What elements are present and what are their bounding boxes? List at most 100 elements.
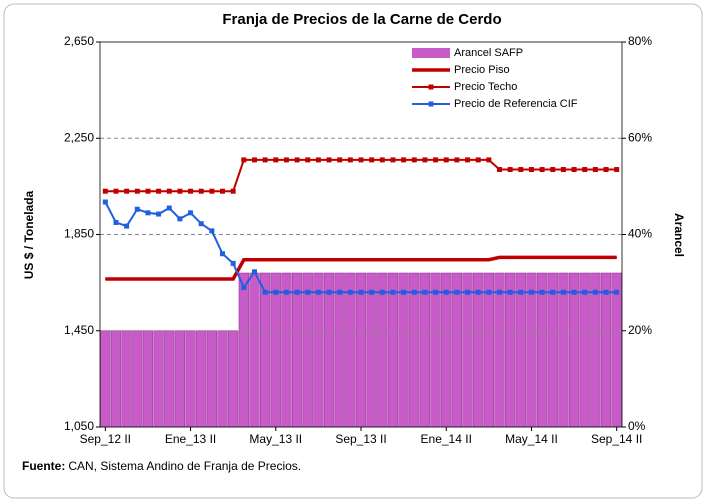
line-marker bbox=[528, 167, 534, 173]
bar bbox=[249, 272, 260, 428]
x-tick-label: Ene_13 II bbox=[165, 432, 216, 446]
bar bbox=[185, 330, 196, 428]
y2-tick-label: 80% bbox=[628, 34, 652, 48]
bar bbox=[547, 272, 558, 428]
line-marker bbox=[539, 289, 545, 295]
line-marker bbox=[220, 251, 226, 257]
line-marker bbox=[582, 289, 588, 295]
bar bbox=[568, 272, 580, 428]
line-marker bbox=[262, 289, 268, 295]
line-marker bbox=[230, 260, 236, 266]
line-marker bbox=[369, 157, 375, 163]
line-marker bbox=[337, 289, 343, 295]
line-marker bbox=[198, 221, 204, 227]
line-marker bbox=[113, 219, 119, 225]
line-marker bbox=[124, 223, 130, 229]
y2-tick-label: 60% bbox=[628, 130, 652, 144]
line-point bbox=[509, 256, 511, 258]
line-marker bbox=[433, 157, 439, 163]
line-marker bbox=[422, 289, 428, 295]
line-point bbox=[126, 278, 128, 280]
y-tick-label: 2,250 bbox=[64, 130, 94, 144]
line-marker bbox=[358, 157, 364, 163]
bar bbox=[600, 272, 612, 428]
line-marker bbox=[571, 289, 577, 295]
source-note: Fuente: CAN, Sistema Andino de Franja de … bbox=[22, 459, 301, 473]
line-marker bbox=[145, 188, 151, 194]
bar bbox=[259, 272, 271, 428]
bar bbox=[430, 272, 441, 428]
bar bbox=[441, 272, 452, 428]
x-tick-label: May_14 II bbox=[505, 432, 558, 446]
line-point bbox=[147, 278, 149, 280]
line-marker bbox=[166, 205, 172, 211]
line-marker bbox=[134, 188, 140, 194]
line-marker bbox=[326, 289, 332, 295]
bar bbox=[100, 330, 111, 428]
line-marker bbox=[177, 188, 183, 194]
line-point bbox=[317, 259, 319, 261]
line-point bbox=[605, 256, 607, 258]
bar bbox=[419, 272, 431, 428]
line-marker bbox=[486, 289, 492, 295]
line-marker bbox=[465, 157, 471, 163]
line-marker bbox=[486, 157, 492, 163]
line-marker bbox=[358, 289, 364, 295]
line-point bbox=[435, 259, 437, 261]
line-marker bbox=[411, 289, 417, 295]
chart-title: Franja de Precios de la Carne de Cerdo bbox=[222, 11, 501, 28]
bar bbox=[142, 330, 154, 428]
legend-swatch bbox=[412, 48, 450, 58]
line-marker bbox=[571, 167, 577, 173]
line-marker bbox=[347, 157, 353, 163]
y-tick-label: 1,850 bbox=[64, 227, 94, 241]
line-point bbox=[253, 259, 255, 261]
line-marker bbox=[390, 289, 396, 295]
line-marker bbox=[294, 289, 300, 295]
bar bbox=[132, 330, 143, 428]
line-marker bbox=[603, 289, 609, 295]
line-point bbox=[477, 259, 479, 261]
bar bbox=[313, 272, 324, 428]
line-point bbox=[296, 259, 298, 261]
line-marker bbox=[507, 167, 513, 173]
bar bbox=[579, 272, 590, 428]
line-point bbox=[488, 259, 490, 261]
line-marker bbox=[273, 289, 279, 295]
line-point bbox=[467, 259, 469, 261]
line-marker bbox=[560, 289, 566, 295]
line-marker bbox=[454, 157, 460, 163]
line-marker bbox=[102, 199, 108, 205]
line-point bbox=[200, 278, 202, 280]
line-marker bbox=[347, 289, 353, 295]
line-point bbox=[403, 259, 405, 261]
legend-marker bbox=[428, 101, 434, 107]
line-marker bbox=[326, 157, 332, 163]
bar bbox=[377, 272, 388, 428]
legend-label: Precio de Referencia CIF bbox=[454, 98, 578, 110]
line-point bbox=[158, 278, 160, 280]
y-tick-label: 1,050 bbox=[64, 419, 94, 433]
line-marker bbox=[283, 289, 289, 295]
bar bbox=[355, 272, 367, 428]
line-point bbox=[445, 259, 447, 261]
line-marker bbox=[102, 188, 108, 194]
line-marker bbox=[166, 188, 172, 194]
line-marker bbox=[539, 167, 545, 173]
bar bbox=[302, 272, 313, 428]
line-point bbox=[616, 256, 618, 258]
bar bbox=[281, 272, 292, 428]
bar bbox=[515, 272, 526, 428]
line-point bbox=[413, 259, 415, 261]
line-point bbox=[285, 259, 287, 261]
line-marker bbox=[177, 216, 183, 222]
line-point bbox=[424, 259, 426, 261]
line-point bbox=[339, 259, 341, 261]
bar bbox=[462, 272, 473, 428]
bar bbox=[409, 272, 420, 428]
line-point bbox=[573, 256, 575, 258]
bar bbox=[451, 272, 463, 428]
line-marker bbox=[390, 157, 396, 163]
line-marker bbox=[603, 167, 609, 173]
line-marker bbox=[518, 289, 524, 295]
